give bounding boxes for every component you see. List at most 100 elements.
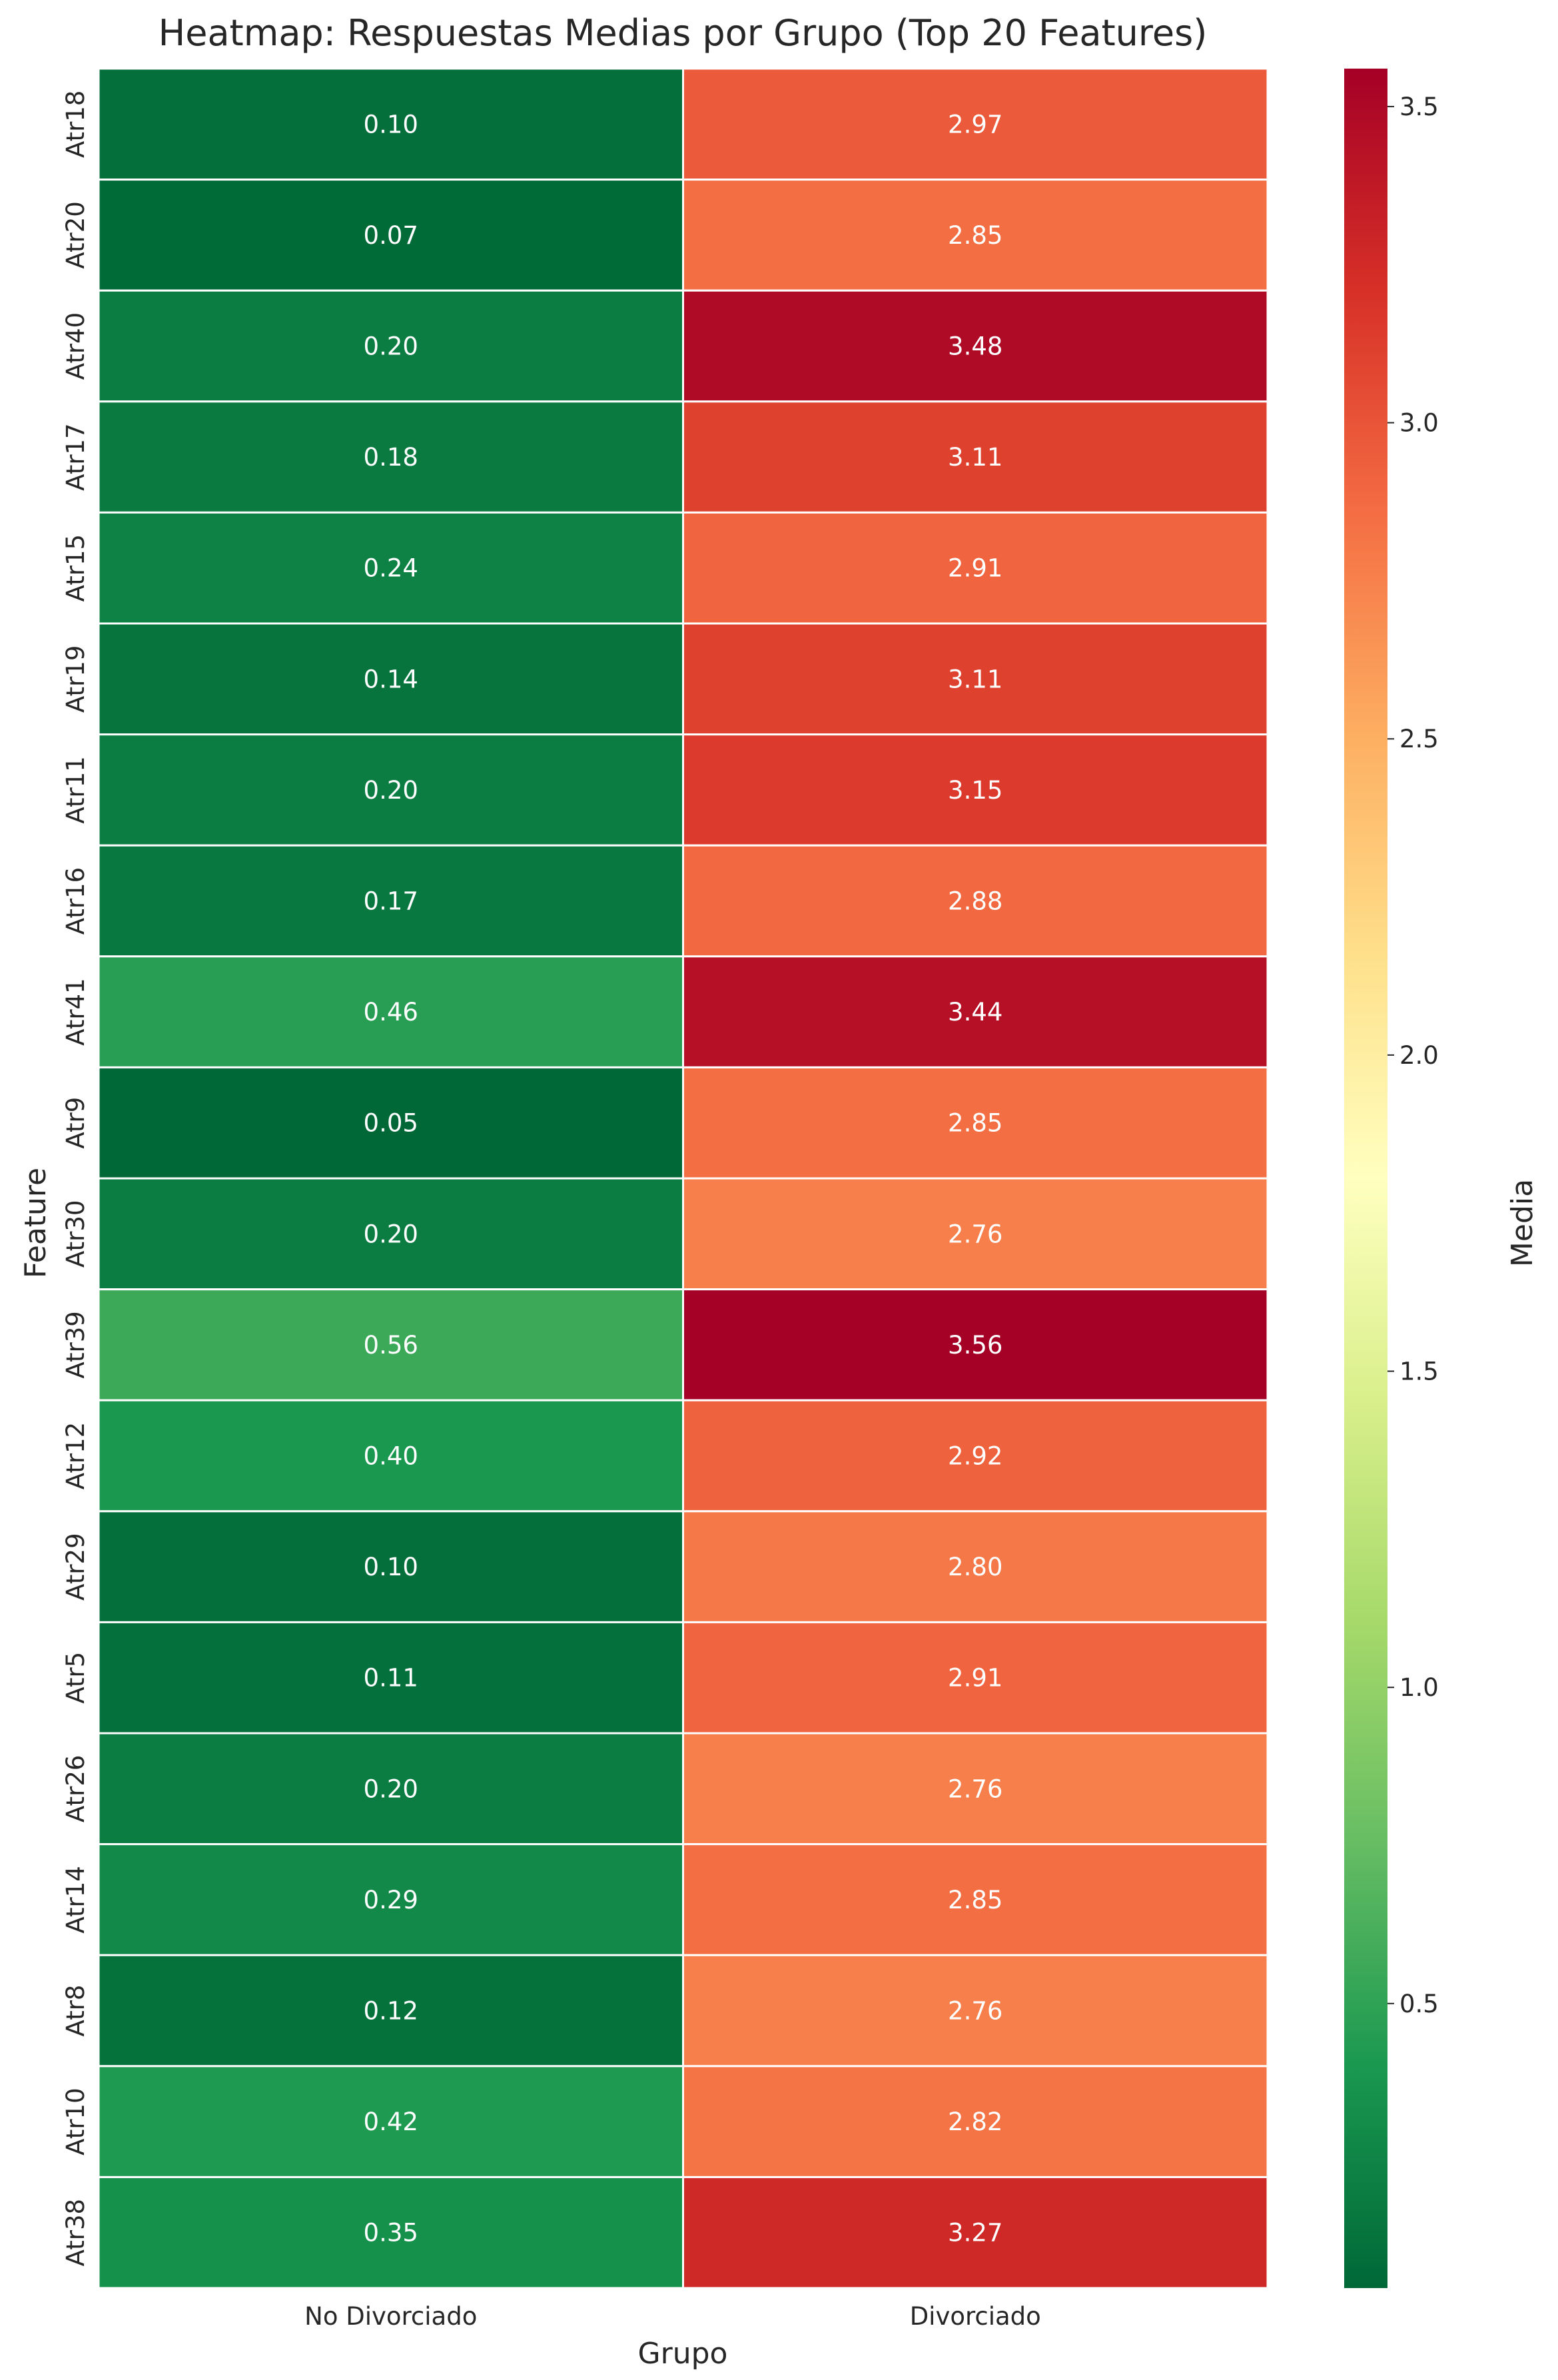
cell-value-label: 0.05	[364, 1109, 418, 1138]
cell-value-label: 0.14	[364, 665, 418, 693]
row-tick-label: Atr30	[61, 1200, 90, 1268]
heatmap-cell	[97, 1288, 684, 1401]
cell-value-label: 3.15	[948, 776, 1002, 805]
cell-value-label: 3.48	[948, 332, 1002, 361]
heatmap-cell	[682, 1066, 1269, 1180]
column-labels: No Divorciado Divorciado	[304, 2302, 1041, 2331]
heatmap-cell	[97, 1621, 684, 1735]
heatmap-cell	[97, 1954, 684, 2068]
cell-value-label: 2.97	[948, 110, 1002, 139]
cell-value-label: 0.42	[364, 2108, 418, 2136]
heatmap-cell	[682, 1621, 1269, 1735]
heatmap-cell	[682, 400, 1269, 514]
row-tick-label: Atr26	[61, 1755, 90, 1822]
heatmap-cell	[97, 1399, 684, 1513]
cell-value-label: 2.85	[948, 1886, 1002, 1914]
chart-title: Heatmap: Respuestas Medias por Grupo (To…	[159, 12, 1208, 54]
row-tick-label: Atr19	[61, 645, 90, 713]
cell-value-label: 0.17	[364, 887, 418, 916]
colorbar-label: Media	[1505, 1179, 1539, 1267]
cell-value-label: 2.92	[948, 1442, 1002, 1471]
cell-value-label: 2.76	[948, 1997, 1002, 2026]
cell-value-label: 0.29	[364, 1886, 418, 1914]
cell-value-label: 3.56	[948, 1331, 1002, 1360]
row-tick-label: Atr17	[61, 423, 90, 490]
heatmap-cell	[97, 2176, 684, 2289]
cell-value-label: 0.20	[364, 332, 418, 361]
cell-value-label: 0.10	[364, 110, 418, 139]
colorbar-tick-label: 3.5	[1399, 93, 1439, 121]
cell-value-label: 0.10	[364, 1553, 418, 1581]
heatmap-cell	[682, 289, 1269, 403]
cell-value-label: 2.82	[948, 2108, 1002, 2136]
heatmap-cell	[97, 1066, 684, 1180]
heatmap-cell	[682, 844, 1269, 958]
cell-value-label: 2.91	[948, 1664, 1002, 1693]
row-tick-label: Atr38	[61, 2199, 90, 2266]
heatmap-cells: 0.10 2.97 0.07 2.85 0.20 3.48 0.18 3.11 0.24 2.91…	[97, 67, 1269, 2289]
cell-value-label: 0.12	[364, 1997, 418, 2026]
cell-value-label: 0.40	[364, 1442, 418, 1471]
heatmap-cell	[97, 844, 684, 958]
cell-value-label: 0.20	[364, 776, 418, 805]
colorbar-tick-label: 0.5	[1399, 1990, 1439, 2018]
cell-value-label: 0.20	[364, 1220, 418, 1248]
heatmap-cell	[682, 1510, 1269, 1623]
row-tick-label: Atr5	[61, 1652, 90, 1704]
heatmap-cell	[682, 179, 1269, 292]
colorbar	[1344, 69, 1387, 2288]
row-tick-label: Atr8	[61, 1985, 90, 2037]
heatmap-cell	[97, 955, 684, 1068]
cell-value-label: 0.11	[364, 1664, 418, 1693]
heatmap-cell	[97, 1177, 684, 1291]
colorbar-ticks: 0.5 1.0 1.5 2.0 2.5 3.0 3.5	[1387, 93, 1439, 2018]
heatmap-cell	[682, 2065, 1269, 2178]
row-tick-label: Atr11	[61, 756, 90, 823]
row-tick-label: Atr10	[61, 2088, 90, 2155]
cell-value-label: 2.85	[948, 1109, 1002, 1138]
row-tick-label: Atr41	[61, 978, 90, 1045]
row-tick-label: Atr39	[61, 1311, 90, 1378]
row-tick-label: Atr40	[61, 312, 90, 380]
row-tick-label: Atr29	[61, 1533, 90, 1600]
heatmap-cell	[682, 955, 1269, 1068]
cell-value-label: 0.35	[364, 2219, 418, 2247]
row-tick-label: Atr15	[61, 534, 90, 601]
y-axis-label: Feature	[19, 1168, 53, 1278]
heatmap-cell	[97, 289, 684, 403]
cell-value-label: 3.11	[948, 665, 1002, 693]
heatmap-cell	[682, 1399, 1269, 1513]
heatmap-cell	[97, 733, 684, 847]
row-tick-label: Atr12	[61, 1422, 90, 1489]
cell-value-label: 2.76	[948, 1775, 1002, 1803]
row-tick-label: Atr9	[61, 1097, 90, 1149]
cell-value-label: 0.07	[364, 221, 418, 250]
column-tick-label: No Divorciado	[304, 2302, 477, 2331]
cell-value-label: 0.20	[364, 1775, 418, 1803]
row-tick-label: Atr14	[61, 1866, 90, 1933]
cell-value-label: 2.80	[948, 1553, 1002, 1581]
row-tick-label: Atr18	[61, 91, 90, 158]
heatmap-cell	[97, 1732, 684, 1846]
heatmap-cell	[682, 733, 1269, 847]
heatmap-cell	[97, 67, 684, 181]
cell-value-label: 0.56	[364, 1331, 418, 1360]
heatmap-cell	[682, 1954, 1269, 2068]
colorbar-tick-label: 2.0	[1399, 1041, 1439, 1070]
row-tick-label: Atr20	[61, 201, 90, 268]
colorbar-tick-label: 3.0	[1399, 409, 1439, 438]
cell-value-label: 3.27	[948, 2219, 1002, 2247]
heatmap-cell	[97, 2065, 684, 2178]
column-tick-label: Divorciado	[910, 2302, 1041, 2331]
colorbar-tick-label: 1.0	[1399, 1673, 1439, 1702]
heatmap-cell	[682, 1177, 1269, 1291]
cell-value-label: 3.44	[948, 998, 1002, 1026]
row-labels: Atr18 Atr20 Atr40 Atr17 Atr15 Atr19 Atr11 Atr16…	[61, 91, 90, 2267]
heatmap-cell	[682, 622, 1269, 736]
cell-value-label: 0.18	[364, 443, 418, 472]
row-tick-label: Atr16	[61, 867, 90, 935]
heatmap-cell	[682, 67, 1269, 181]
heatmap-cell	[682, 511, 1269, 625]
